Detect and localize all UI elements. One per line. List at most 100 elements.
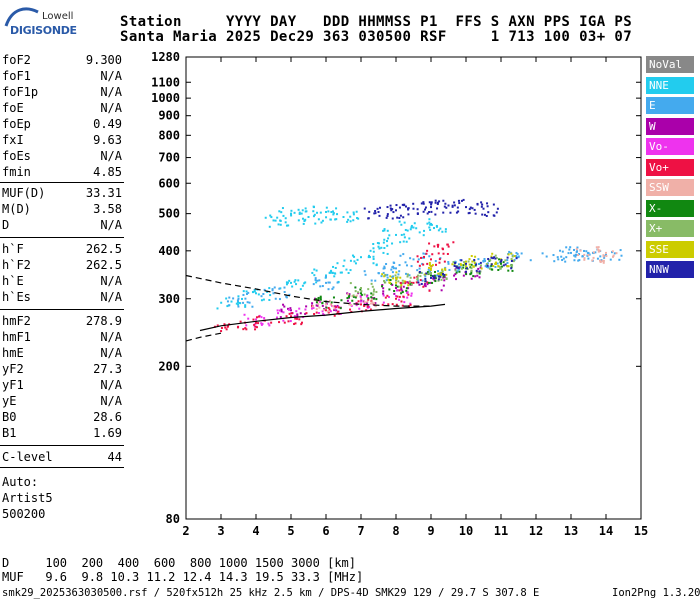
echo-point-nnw [482, 207, 485, 210]
echo-point-w [402, 285, 405, 288]
echo-point-vo [400, 300, 403, 303]
echo-point-w [462, 274, 465, 277]
echo-point-nne [244, 304, 247, 307]
echo-point-nne [285, 283, 288, 286]
y-tick-label: 1280 [151, 50, 180, 64]
param-row: C-level 44 [2, 449, 122, 465]
echo-point-ssw [370, 298, 373, 301]
echo-point-nne [270, 216, 273, 219]
echo-point-vo [422, 285, 425, 288]
echo-point-vo [348, 302, 351, 305]
echo-point-e [228, 296, 231, 299]
echo-point-ssw [363, 301, 366, 304]
echo-point-nnw [486, 202, 489, 205]
echo-point-x [442, 275, 445, 278]
echo-point-vo [423, 255, 426, 258]
echo-point-vo [446, 243, 449, 246]
header-line2: Santa Maria 2025 Dec29 363 030500 RSF 1 … [120, 29, 633, 45]
echo-point-e [552, 254, 555, 257]
echo-point-e [477, 258, 480, 261]
echo-point-sse [431, 264, 434, 267]
param-value: 28.6 [93, 410, 122, 424]
echo-point-nne [335, 207, 338, 210]
echo-point-nne [293, 211, 296, 214]
echo-point-sse [494, 262, 497, 265]
echo-point-x [445, 277, 448, 280]
y-tick-label: 700 [158, 151, 180, 165]
param-label: yF1 [2, 378, 24, 392]
echo-point-nnw [420, 202, 423, 205]
echo-point-x [384, 273, 387, 276]
param-separator [0, 182, 124, 183]
echo-point-nne [428, 218, 431, 221]
echo-point-ssw [325, 303, 327, 306]
echo-point-e [485, 265, 488, 268]
echo-point-e [565, 246, 568, 249]
echo-point-x [359, 288, 362, 291]
echo-point-nne [351, 254, 354, 257]
echo-point-x [348, 294, 351, 297]
echo-point-nnw [436, 203, 439, 206]
echo-point-e [278, 298, 281, 301]
echo-point-vo [404, 282, 407, 285]
echo-point-e [327, 288, 330, 291]
echo-point-sse [395, 277, 398, 280]
echo-point-nne [383, 247, 386, 250]
echo-point-e [594, 251, 597, 254]
echo-point-ssw [347, 293, 350, 296]
echo-point-vo [257, 322, 260, 325]
echo-point-vo [410, 281, 413, 284]
echo-point-vo [325, 309, 327, 312]
echo-point-nne [315, 281, 318, 284]
echo-point-nne [325, 210, 327, 213]
echo-point-vo [278, 321, 281, 324]
echo-point-vo [386, 294, 389, 297]
echo-point-nnw [445, 206, 448, 209]
echo-point-nne [347, 271, 350, 274]
echo-point-sse [389, 281, 392, 284]
echo-point-w [348, 293, 351, 296]
echo-point-vo [437, 243, 440, 246]
echo-point-e [529, 259, 532, 262]
echo-point-e [575, 251, 578, 254]
echo-point-vo [293, 315, 296, 318]
echo-point-nne [383, 238, 386, 241]
echo-point-x [499, 265, 502, 268]
echo-point-e [484, 259, 487, 262]
echo-point-w [335, 309, 338, 312]
echo-point-vo [384, 296, 387, 299]
echo-point-nne [237, 295, 240, 298]
echo-point-x [381, 285, 384, 288]
echo-point-nnw [492, 257, 495, 260]
legend-item: NNE [646, 76, 694, 94]
echo-point-e [583, 249, 586, 252]
echo-point-vo [298, 307, 301, 310]
echo-point-ssw [312, 305, 315, 308]
param-separator [0, 467, 124, 468]
echo-point-nnw [377, 210, 380, 213]
echo-point-e [245, 292, 248, 295]
echo-point-x [431, 281, 434, 284]
echo-point-sse [497, 265, 500, 268]
echo-point-x [319, 295, 322, 298]
echo-point-nne [372, 255, 375, 258]
echo-point-nne [332, 210, 335, 213]
echo-point-nne [319, 211, 322, 214]
echo-point-w [366, 302, 369, 305]
param-value: 33.31 [85, 186, 122, 200]
echo-point-w [283, 305, 286, 308]
echo-point-vo [438, 258, 441, 261]
param-row: yF2 27.3 [2, 361, 122, 377]
echo-point-vo [425, 252, 428, 255]
param-row: foF1p N/A [2, 84, 122, 100]
echo-point-e [428, 255, 431, 258]
echo-point-nne [312, 210, 315, 213]
echo-point-w [321, 304, 324, 307]
echo-point-nnw [422, 210, 425, 213]
param-row: foE N/A [2, 100, 122, 116]
echo-point-ssw [355, 294, 358, 297]
echo-point-ssw [612, 254, 615, 257]
echo-point-nne [433, 227, 436, 230]
echo-point-x [394, 274, 397, 277]
param-row: h`F 262.5 [2, 241, 122, 257]
